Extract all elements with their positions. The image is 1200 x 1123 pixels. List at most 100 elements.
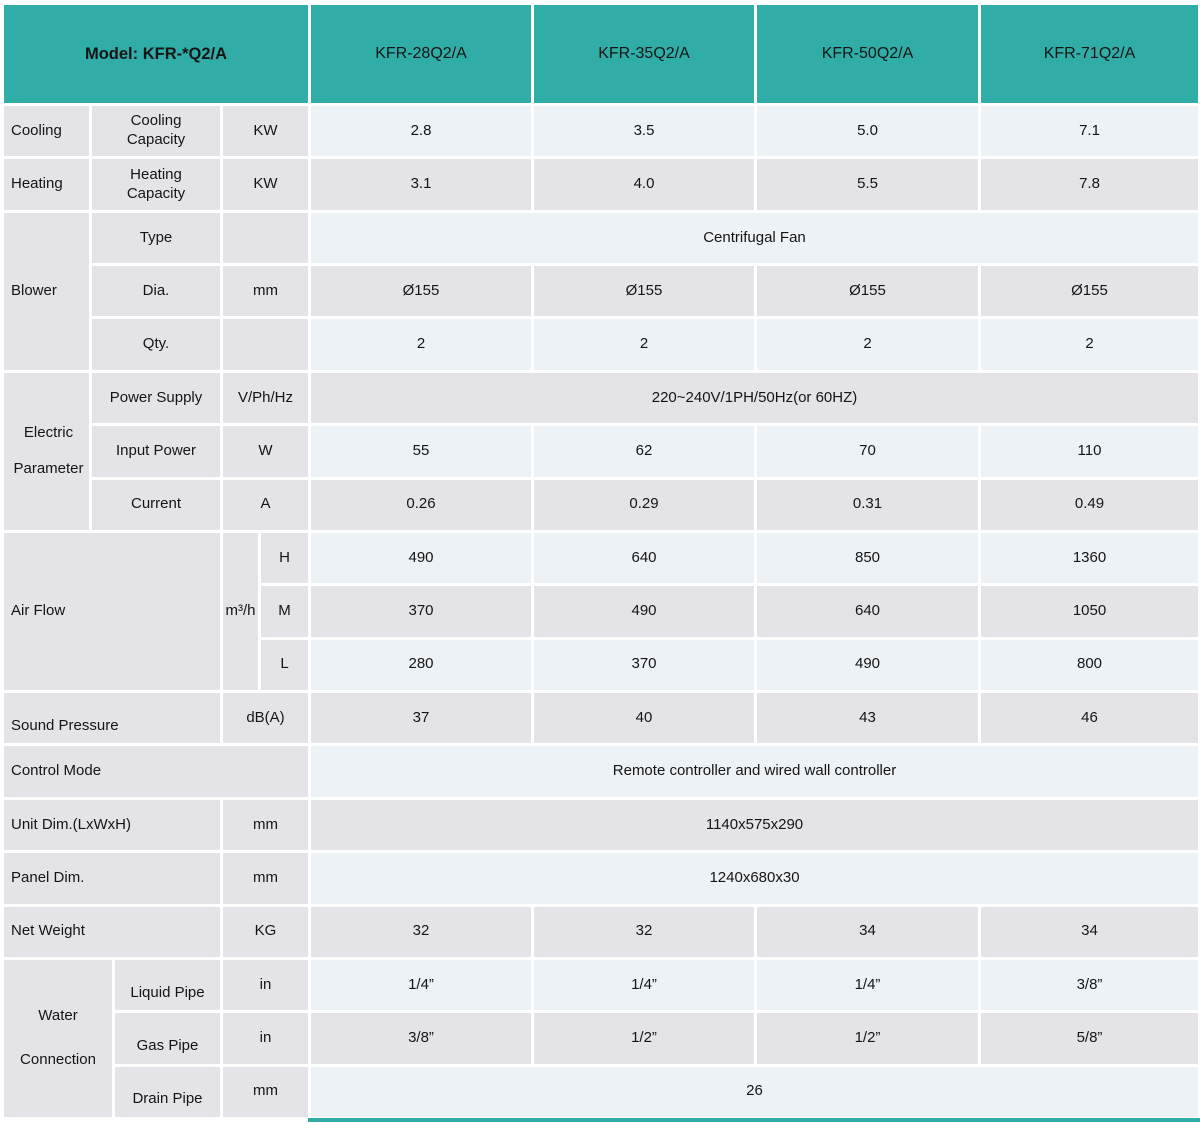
value-cell: 490 bbox=[534, 586, 754, 637]
value-cell: 0.49 bbox=[981, 479, 1198, 530]
sub-label-dia: Dia. bbox=[92, 266, 220, 317]
row-label-heating: Heating bbox=[4, 159, 89, 210]
value-cell-control-mode: Remote controller and wired wall control… bbox=[311, 746, 1198, 797]
sub-label-mid: M bbox=[261, 586, 308, 637]
value-cell: 0.26 bbox=[311, 479, 531, 530]
column-header-kfr-71q2a: KFR-71Q2/A bbox=[981, 5, 1198, 103]
value-cell: 40 bbox=[534, 693, 754, 744]
row-label-line: Parameter bbox=[13, 460, 84, 478]
value-cell: 37 bbox=[311, 693, 531, 744]
sub-label-heating-capacity: Heating Capacity bbox=[92, 159, 220, 210]
row-label-unit-dim: Unit Dim.(LxWxH) bbox=[4, 799, 220, 851]
sub-label-qty: Qty. bbox=[92, 319, 220, 370]
value-cell: 5/8” bbox=[981, 1013, 1198, 1064]
value-cell: 7.8 bbox=[981, 159, 1198, 210]
value-cell: 55 bbox=[311, 426, 531, 477]
unit-cell-empty bbox=[223, 212, 308, 264]
row-label-line: Connection bbox=[20, 1051, 96, 1069]
value-cell: 110 bbox=[981, 426, 1198, 477]
value-cell: 1/4” bbox=[757, 959, 978, 1011]
value-cell: 1/2” bbox=[534, 1013, 754, 1064]
value-cell-drain: 26 bbox=[311, 1066, 1198, 1117]
row-label-cooling: Cooling bbox=[4, 106, 89, 157]
sub-label-power-supply: Power Supply bbox=[92, 372, 220, 424]
value-cell: 640 bbox=[757, 586, 978, 637]
value-cell: 43 bbox=[757, 693, 978, 744]
value-cell: 1/2” bbox=[757, 1013, 978, 1064]
unit-label-kw: KW bbox=[223, 106, 308, 157]
unit-label-mm: mm bbox=[223, 799, 308, 851]
model-header-cell: Model: KFR-*Q2/A bbox=[4, 5, 308, 103]
value-cell-fan-type: Centrifugal Fan bbox=[311, 212, 1198, 264]
row-label-net-weight: Net Weight bbox=[4, 906, 220, 957]
value-cell-panel-dim: 1240x680x30 bbox=[311, 853, 1198, 904]
value-cell: 3.5 bbox=[534, 106, 754, 157]
value-cell: 280 bbox=[311, 639, 531, 691]
column-header-kfr-35q2a: KFR-35Q2/A bbox=[534, 5, 754, 103]
value-cell: 1/4” bbox=[534, 959, 754, 1011]
value-cell: 640 bbox=[534, 532, 754, 584]
value-cell: 850 bbox=[757, 532, 978, 584]
sub-label-high: H bbox=[261, 532, 308, 584]
unit-label-a: A bbox=[223, 479, 308, 530]
value-cell: 34 bbox=[757, 906, 978, 957]
value-cell: 1050 bbox=[981, 586, 1198, 637]
row-label-water-connection: Water Connection bbox=[4, 959, 112, 1117]
value-cell: 5.5 bbox=[757, 159, 978, 210]
row-label-blower: Blower bbox=[4, 212, 89, 370]
value-cell: Ø155 bbox=[757, 266, 978, 317]
unit-label-kg: KG bbox=[223, 906, 308, 957]
row-label-air-flow: Air Flow bbox=[4, 532, 220, 691]
sub-label-input-power: Input Power bbox=[92, 426, 220, 477]
sub-label-liquid-pipe: Liquid Pipe bbox=[115, 959, 220, 1011]
unit-cell-empty bbox=[223, 319, 308, 370]
sub-label-low: L bbox=[261, 639, 308, 691]
row-label-line: Electric bbox=[23, 423, 74, 441]
value-cell: 370 bbox=[311, 586, 531, 637]
column-header-kfr-50q2a: KFR-50Q2/A bbox=[757, 5, 978, 103]
unit-label-mm: mm bbox=[223, 266, 308, 317]
value-cell: 32 bbox=[534, 906, 754, 957]
unit-label-w: W bbox=[223, 426, 308, 477]
value-cell: 46 bbox=[981, 693, 1198, 744]
value-cell: 2 bbox=[311, 319, 531, 370]
sub-label-drain-pipe: Drain Pipe bbox=[115, 1066, 220, 1117]
value-cell: Ø155 bbox=[311, 266, 531, 317]
bottom-accent-bar bbox=[308, 1118, 1200, 1122]
sub-label-cooling-capacity: Cooling Capacity bbox=[92, 106, 220, 157]
unit-label-in: in bbox=[223, 959, 308, 1011]
value-cell: 3/8” bbox=[311, 1013, 531, 1064]
column-header-kfr-28q2a: KFR-28Q2/A bbox=[311, 5, 531, 103]
value-cell: 5.0 bbox=[757, 106, 978, 157]
unit-label-v-ph-hz: V/Ph/Hz bbox=[223, 372, 308, 424]
unit-label-mm: mm bbox=[223, 853, 308, 904]
unit-label-in: in bbox=[223, 1013, 308, 1064]
value-cell-unit-dim: 1140x575x290 bbox=[311, 799, 1198, 851]
value-cell: 490 bbox=[311, 532, 531, 584]
sub-label-type: Type bbox=[92, 212, 220, 264]
spec-table: Model: KFR-*Q2/A KFR-28Q2/A KFR-35Q2/A K… bbox=[4, 5, 1198, 1117]
row-label-panel-dim: Panel Dim. bbox=[4, 853, 220, 904]
value-cell: 2 bbox=[981, 319, 1198, 370]
unit-label-kw: KW bbox=[223, 159, 308, 210]
value-cell: 370 bbox=[534, 639, 754, 691]
value-cell: 2 bbox=[534, 319, 754, 370]
value-cell-power-supply: 220~240V/1PH/50Hz(or 60HZ) bbox=[311, 372, 1198, 424]
value-cell: 1/4” bbox=[311, 959, 531, 1011]
value-cell: Ø155 bbox=[981, 266, 1198, 317]
value-cell: 2.8 bbox=[311, 106, 531, 157]
row-label-sound-pressure: Sound Pressure bbox=[4, 693, 220, 744]
value-cell: 1360 bbox=[981, 532, 1198, 584]
unit-label-m3h: m³/h bbox=[223, 532, 258, 691]
value-cell: 34 bbox=[981, 906, 1198, 957]
value-cell: 2 bbox=[757, 319, 978, 370]
value-cell: 32 bbox=[311, 906, 531, 957]
row-label-line: Water bbox=[38, 1006, 78, 1024]
value-cell: 0.31 bbox=[757, 479, 978, 530]
row-label-electric-parameter: Electric Parameter bbox=[4, 372, 89, 530]
value-cell: 800 bbox=[981, 639, 1198, 691]
row-label-control-mode: Control Mode bbox=[4, 746, 308, 797]
value-cell: 70 bbox=[757, 426, 978, 477]
unit-label-mm: mm bbox=[223, 1066, 308, 1117]
value-cell: 4.0 bbox=[534, 159, 754, 210]
